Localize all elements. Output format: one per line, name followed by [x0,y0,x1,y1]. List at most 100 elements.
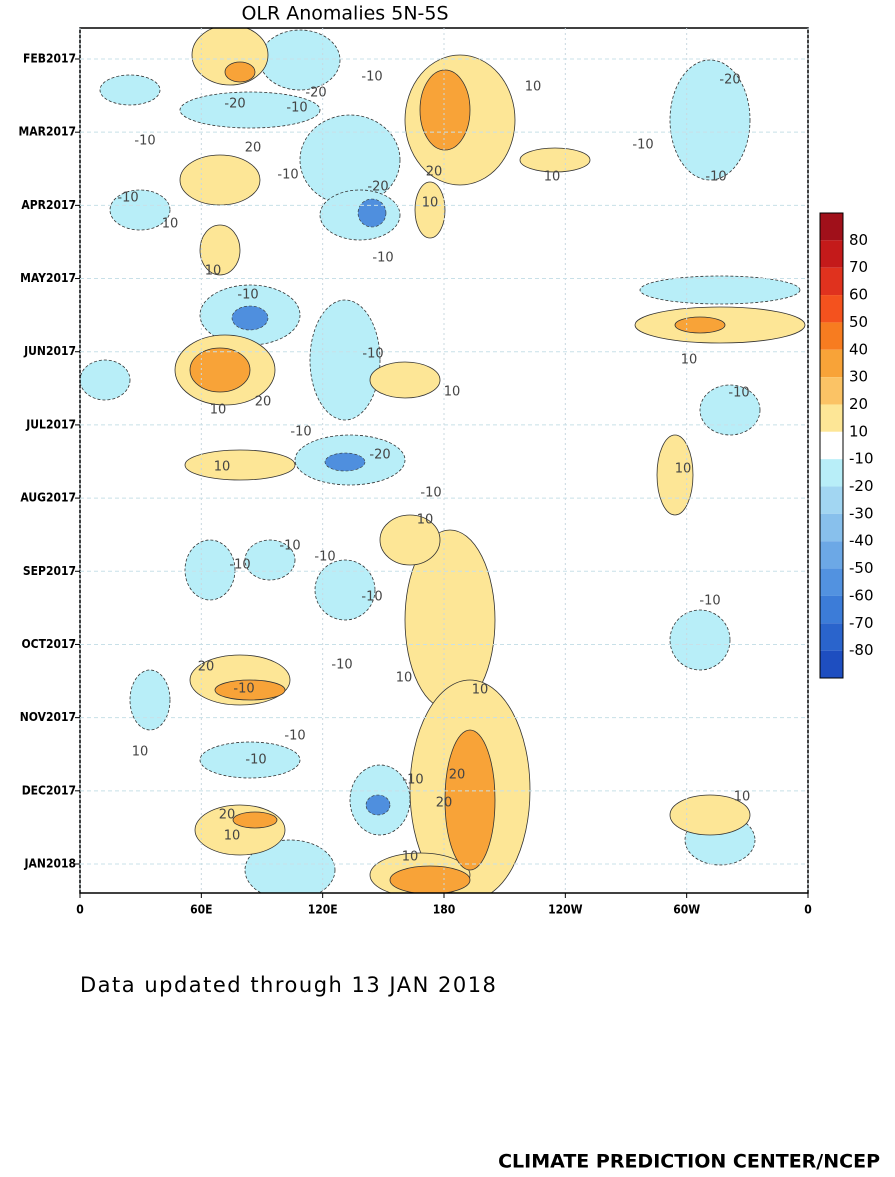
contour-label: 10 [681,353,698,368]
contour-label: 20 [255,395,272,410]
colorbar-cell [820,623,843,651]
y-tick-label: JAN2018 [24,857,76,871]
colorbar-cell [820,459,843,487]
contour-label: -10 [632,138,653,153]
colorbar-cell [820,349,843,378]
contour-label: 10 [214,460,231,475]
contour-label: 20 [449,768,466,783]
y-tick-label: AUG2017 [20,491,76,505]
contour-label: -10 [728,386,749,401]
colorbar-label: 10 [849,422,868,440]
contour-label: -10 [277,168,298,183]
contour-label: -10 [402,773,423,788]
colorbar-label: 40 [849,340,868,358]
contour-label: -20 [224,97,245,112]
colorbar-label: 50 [849,313,868,331]
contour-label: 20 [426,165,443,180]
colorbar-label: -20 [849,477,874,495]
x-tick-label: 180 [433,903,456,917]
y-tick-label: APR2017 [21,198,76,212]
y-tick-label: JUL2017 [25,417,76,431]
y-tick-label: MAR2017 [19,125,76,139]
colorbar-label: 30 [849,368,868,386]
contour-label: -10 [134,134,155,149]
y-tick-label: FEB2017 [23,52,76,66]
x-tick-label: 120E [308,903,338,917]
contour-label: -10 [372,251,393,266]
colorbar-label: -60 [849,586,874,604]
y-tick-label: MAY2017 [20,271,76,285]
colorbar-cell [820,295,843,323]
contour-label: -10 [245,753,266,768]
colorbar-cell [820,431,843,460]
contour-label: -10 [233,682,254,697]
colorbar-cell [820,541,843,569]
contour-label: 20 [436,796,453,811]
colorbar-cell [820,240,843,268]
x-tick-label: 0 [804,903,812,917]
contour-label: -10 [290,425,311,440]
x-tick-label: 60W [673,903,700,917]
contour-label: 10 [734,790,751,805]
x-tick-label: 120W [548,903,583,917]
colorbar-label: 20 [849,395,868,413]
colorbar-cell [820,650,843,678]
contour-label: -10 [284,729,305,744]
contour-label: 20 [245,141,262,156]
contour-label: 20 [219,808,236,823]
contour-label: -20 [367,180,388,195]
colorbar-cell [820,486,843,514]
contour-label: -10 [361,590,382,605]
y-tick-label: OCT2017 [21,637,76,651]
colorbar-cell [820,213,843,241]
contour-label: -10 [362,347,383,362]
colorbar-cell [820,595,843,624]
credit: CLIMATE PREDICTION CENTER/NCEP [498,1151,880,1173]
contour-label: 10 [544,170,561,185]
contour-label: 10 [675,462,692,477]
contour-label: 10 [396,671,413,686]
contour-label: -10 [331,658,352,673]
colorbar-label: 60 [849,286,868,304]
contour-label: -20 [305,86,326,101]
contour-label: 10 [132,745,149,760]
contour-label: 10 [205,264,222,279]
colorbar-cell [820,513,843,542]
colorbar-cell [820,322,843,350]
contour-label: 10 [472,683,489,698]
contour-label: -10 [229,558,250,573]
contour-label: 10 [162,217,179,232]
contour-label: -10 [286,101,307,116]
contour-label: -10 [117,191,138,206]
colorbar-cell [820,568,843,596]
colorbar-label: -10 [849,450,874,468]
x-tick-label: 60E [190,903,212,917]
contour-label: 10 [422,196,439,211]
x-tick-label: 0 [76,903,84,917]
contour-label: -10 [314,550,335,565]
colorbar-frame [819,212,844,679]
contour-label: 10 [444,385,461,400]
colorbar-label: -80 [849,641,874,659]
contour-label: -10 [420,486,441,501]
colorbar-label: 70 [849,258,868,276]
contour-label: -10 [237,288,258,303]
colorbar-cell [820,404,843,432]
colorbar-cell [820,267,843,296]
contour-label: -10 [361,70,382,85]
colorbar-cell [820,377,843,405]
contour-label: 20 [198,660,215,675]
anomaly-field [80,28,806,893]
update-note: Data updated through 13 JAN 2018 [80,973,497,997]
contour-label: -10 [279,539,300,554]
colorbar-label: -70 [849,614,874,632]
colorbar-label: -40 [849,532,874,550]
chart-title: OLR Anomalies 5N-5S [241,3,448,25]
contour-label: -20 [719,73,740,88]
contour-label: 10 [402,850,419,865]
contour-label: 10 [417,513,434,528]
contour-label: 10 [224,829,241,844]
contour-label: -10 [705,170,726,185]
y-tick-label: JUN2017 [23,344,76,358]
